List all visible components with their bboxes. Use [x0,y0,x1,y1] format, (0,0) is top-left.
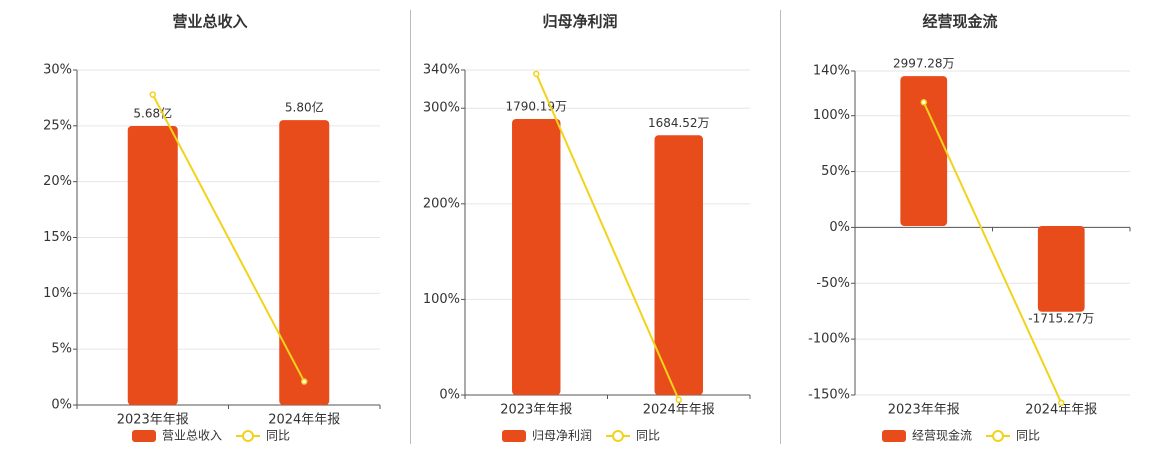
y-tick-label: 25% [43,118,72,133]
x-tick-label: 2023年年报 [117,413,189,428]
x-tick-label: 2024年年报 [268,413,340,428]
chart-title: 归母净利润 [542,13,617,31]
y-tick-label: 50% [821,164,850,179]
legend-label: 经营现金流 [912,428,972,443]
legend-label: 同比 [636,429,660,443]
y-tick-label: 200% [423,196,460,211]
line-point [533,70,540,78]
bar [127,125,178,405]
y-tick-label: -50% [816,276,850,291]
y-tick-label: -150% [808,388,850,403]
line [535,73,680,401]
y-tick-label: 140% [813,64,850,79]
legend-swatch [612,430,625,442]
bar [654,135,703,395]
line-point [675,396,682,404]
legend-swatch [502,430,526,442]
y-tick-label: 5% [51,342,72,357]
y-tick-label: 15% [43,230,72,245]
line [151,94,306,383]
chart-title: 营业总收入 [172,13,247,31]
y-tick-label: -100% [808,332,850,347]
chart-title: 经营现金流 [922,13,997,31]
y-tick-label: 0% [51,398,72,413]
line-point [301,378,308,385]
x-tick-label: 2023年年报 [888,403,960,418]
legend-label: 同比 [1016,429,1040,443]
value-label: 1790.19万 [505,99,567,113]
y-tick-label: 30% [43,63,72,78]
y-tick-label: 100% [423,292,460,307]
legend-swatch [992,430,1005,442]
legend-swatch [242,430,255,442]
y-tick-label: 300% [423,101,460,116]
legend-label: 营业总收入 [162,429,222,443]
value-label: 1684.52万 [648,116,710,130]
value-label: -1715.27万 [1028,311,1094,325]
bar [512,118,561,395]
y-tick-label: 0% [829,220,850,235]
value-label: 5.80亿 [285,100,324,115]
legend-label: 归母净利润 [532,429,592,443]
bar [900,76,948,226]
y-tick-label: 340% [423,63,460,78]
x-tick-label: 2024年年报 [1025,403,1097,418]
legend-swatch [882,430,906,442]
x-tick-label: 2024年年报 [643,403,715,418]
value-label: 2997.28万 [893,57,955,71]
line-point [1058,399,1065,407]
y-tick-label: 100% [813,108,850,123]
y-tick-label: 20% [43,174,72,189]
value-label: 5.68亿 [133,105,172,120]
line [922,101,1063,404]
bar [1037,226,1085,312]
legend-label: 同比 [266,429,290,443]
x-tick-label: 2023年年报 [500,403,572,418]
y-tick-label: 10% [43,286,72,301]
bar [279,120,330,406]
y-tick-label: 0% [439,388,460,403]
legend-swatch [132,430,156,442]
line-point [149,91,156,98]
line-point [920,99,927,106]
